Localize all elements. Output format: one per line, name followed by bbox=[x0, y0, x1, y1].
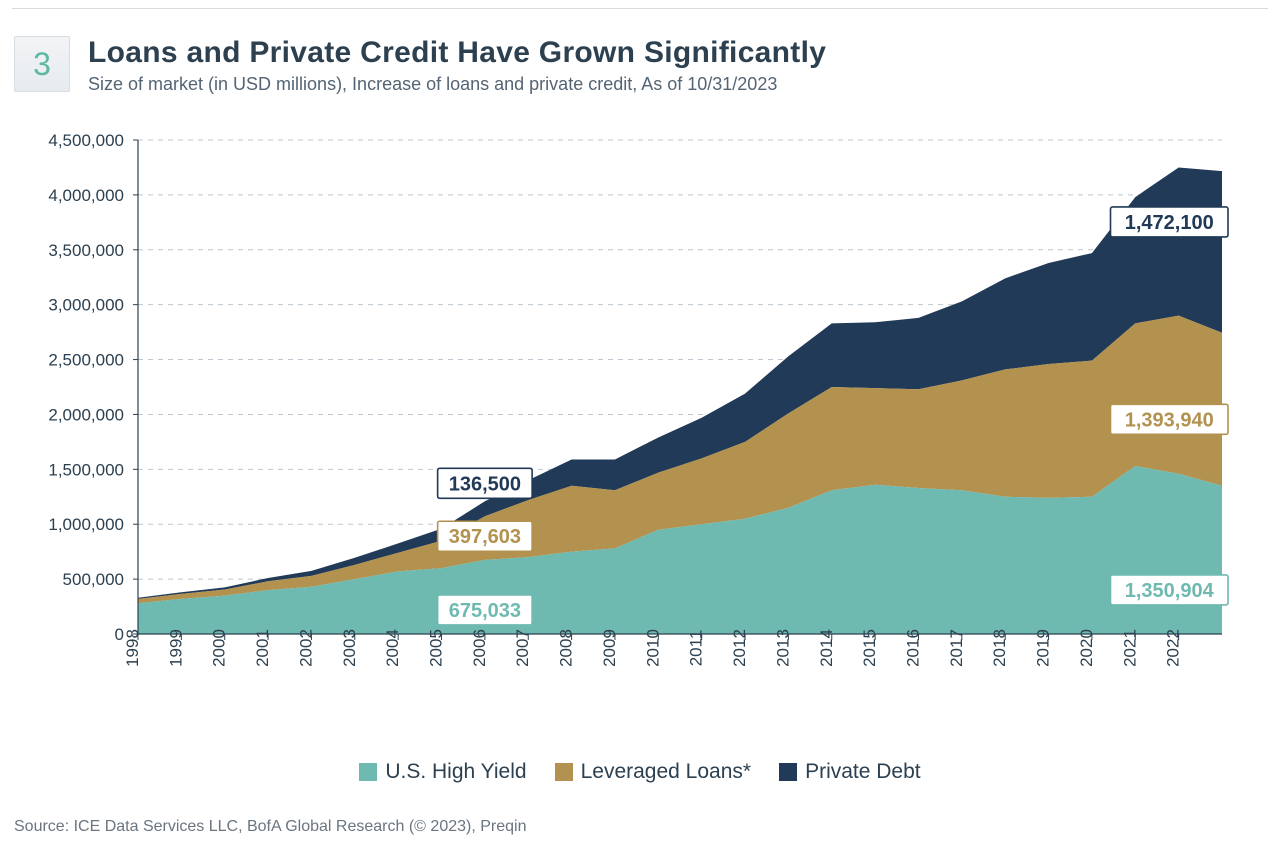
svg-text:1999: 1999 bbox=[166, 629, 185, 667]
svg-text:2018: 2018 bbox=[990, 629, 1009, 667]
svg-text:2013: 2013 bbox=[773, 629, 792, 667]
chart-subtitle: Size of market (in USD millions), Increa… bbox=[88, 74, 826, 95]
svg-text:2022: 2022 bbox=[1164, 629, 1183, 667]
chart-header: 3 Loans and Private Credit Have Grown Si… bbox=[14, 36, 1260, 95]
legend-label: U.S. High Yield bbox=[385, 760, 526, 784]
svg-text:2011: 2011 bbox=[687, 630, 706, 667]
svg-text:2017: 2017 bbox=[947, 629, 966, 667]
chart-source: Source: ICE Data Services LLC, BofA Glob… bbox=[14, 818, 526, 836]
svg-text:500,000: 500,000 bbox=[63, 570, 124, 589]
svg-text:2004: 2004 bbox=[383, 629, 402, 667]
legend-item: Leveraged Loans* bbox=[555, 760, 751, 784]
chart-title: Loans and Private Credit Have Grown Sign… bbox=[88, 36, 826, 70]
legend-swatch bbox=[359, 763, 377, 781]
figure-number-badge: 3 bbox=[14, 36, 70, 92]
svg-text:2006: 2006 bbox=[470, 629, 489, 667]
svg-text:136,500: 136,500 bbox=[449, 473, 521, 495]
legend-item: Private Debt bbox=[779, 760, 921, 784]
svg-text:2005: 2005 bbox=[427, 629, 446, 667]
svg-text:1,350,904: 1,350,904 bbox=[1125, 580, 1215, 602]
svg-text:1,000,000: 1,000,000 bbox=[48, 515, 124, 534]
svg-text:2007: 2007 bbox=[513, 629, 532, 667]
chart-legend: U.S. High Yield Leveraged Loans* Private D… bbox=[0, 760, 1280, 784]
top-divider bbox=[12, 8, 1268, 9]
stacked-area-chart: 0500,0001,000,0001,500,0002,000,0002,500… bbox=[20, 130, 1232, 726]
svg-text:2015: 2015 bbox=[860, 629, 879, 667]
svg-text:397,603: 397,603 bbox=[449, 526, 521, 548]
svg-text:2008: 2008 bbox=[557, 629, 576, 667]
svg-text:3,000,000: 3,000,000 bbox=[48, 296, 124, 315]
legend-item: U.S. High Yield bbox=[359, 760, 526, 784]
svg-text:2001: 2001 bbox=[253, 629, 272, 667]
legend-label: Private Debt bbox=[805, 760, 921, 784]
svg-text:1,472,100: 1,472,100 bbox=[1125, 212, 1214, 234]
svg-text:2,500,000: 2,500,000 bbox=[48, 351, 124, 370]
svg-text:2019: 2019 bbox=[1034, 629, 1053, 667]
svg-text:2016: 2016 bbox=[903, 629, 922, 667]
svg-text:2021: 2021 bbox=[1120, 629, 1139, 667]
svg-text:2020: 2020 bbox=[1077, 629, 1096, 667]
svg-text:2,000,000: 2,000,000 bbox=[48, 405, 124, 424]
svg-text:2002: 2002 bbox=[296, 629, 315, 667]
legend-label: Leveraged Loans* bbox=[581, 760, 751, 784]
legend-swatch bbox=[555, 763, 573, 781]
svg-text:1,500,000: 1,500,000 bbox=[48, 460, 124, 479]
svg-text:4,500,000: 4,500,000 bbox=[48, 131, 124, 150]
svg-text:1998: 1998 bbox=[123, 629, 142, 667]
svg-text:2014: 2014 bbox=[817, 629, 836, 667]
svg-text:2000: 2000 bbox=[210, 629, 229, 667]
svg-text:2009: 2009 bbox=[600, 629, 619, 667]
svg-text:2010: 2010 bbox=[643, 629, 662, 667]
svg-text:2012: 2012 bbox=[730, 629, 749, 667]
svg-text:675,033: 675,033 bbox=[449, 600, 521, 622]
legend-swatch bbox=[779, 763, 797, 781]
svg-text:4,000,000: 4,000,000 bbox=[48, 186, 124, 205]
svg-text:3,500,000: 3,500,000 bbox=[48, 241, 124, 260]
svg-text:1,393,940: 1,393,940 bbox=[1125, 409, 1214, 431]
svg-text:2003: 2003 bbox=[340, 629, 359, 667]
